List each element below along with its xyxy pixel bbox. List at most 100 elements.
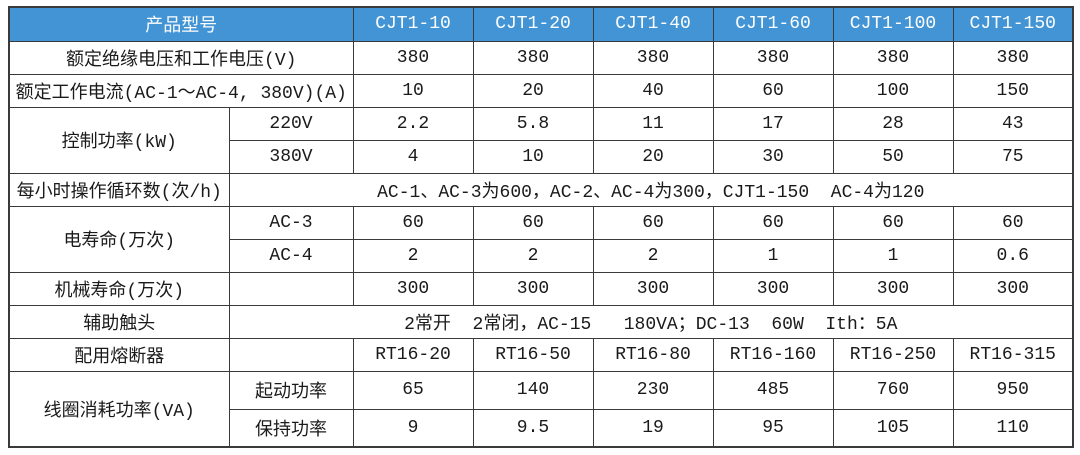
value-cell: 380 <box>712 40 834 75</box>
value-cell: RT16-20 <box>352 337 474 372</box>
value-cell: RT16-160 <box>712 337 834 372</box>
value-cell: 380 <box>832 40 954 75</box>
row-label-fuse: 配用熔断器 <box>8 337 230 372</box>
value-cell: 150 <box>952 73 1074 108</box>
value-cell: 30 <box>712 139 834 174</box>
sub-label-380v: 380V <box>228 139 354 174</box>
row-label-voltage: 额定绝缘电压和工作电压(V) <box>8 40 354 75</box>
value-cell: 2 <box>472 238 594 273</box>
row-cycles-per-hour: 每小时操作循环数(次/h) AC-1、AC-3为600，AC-2、AC-4为30… <box>8 172 1074 207</box>
value-cell: 380 <box>472 40 594 75</box>
value-cell: 60 <box>352 205 474 240</box>
value-cell: 60 <box>472 205 594 240</box>
value-cell: 65 <box>352 370 474 410</box>
model-column-header: CJT1-10 <box>352 6 474 42</box>
row-control-power-220v: 控制功率(kW) 220V 2.2 5.8 11 17 28 43 <box>8 106 1074 174</box>
value-cell: 10 <box>352 73 474 108</box>
row-coil-holding-power: 保持功率 9 9.5 19 95 105 110 <box>9 408 1074 448</box>
row-control-power-380v: 380V 4 10 20 30 50 75 <box>9 139 1074 174</box>
aux-contact-merged-value: 2常开 2常闭，AC-15 180VA；DC-13 60W Ith：5A <box>228 304 1074 339</box>
row-label-coil-power: 线圈消耗功率(VA) <box>8 370 230 448</box>
row-fuse: 配用熔断器 RT16-20 RT16-50 RT16-80 RT16-160 R… <box>8 337 1074 372</box>
value-cell: 11 <box>592 106 714 141</box>
model-column-header: CJT1-60 <box>712 6 834 42</box>
value-cell: 950 <box>952 370 1074 410</box>
value-cell: 50 <box>832 139 954 174</box>
empty-sub-cell <box>228 337 354 372</box>
value-cell: RT16-315 <box>952 337 1074 372</box>
value-cell: 380 <box>352 40 474 75</box>
value-cell: 9.5 <box>472 408 594 448</box>
model-column-header: CJT1-40 <box>592 6 714 42</box>
model-column-header: CJT1-20 <box>472 6 594 42</box>
value-cell: 300 <box>952 271 1074 306</box>
row-electrical-life-ac3: 电寿命(万次) AC-3 60 60 60 60 60 60 <box>8 205 1074 273</box>
row-aux-contact: 辅助触头 2常开 2常闭，AC-15 180VA；DC-13 60W Ith：5… <box>8 304 1074 339</box>
row-label-cycles: 每小时操作循环数(次/h) <box>8 172 230 207</box>
row-label-aux-contact: 辅助触头 <box>8 304 230 339</box>
product-model-header: 产品型号 <box>8 6 354 42</box>
header-row: 产品型号 CJT1-10 CJT1-20 CJT1-40 CJT1-60 CJT… <box>8 6 1074 42</box>
value-cell: 20 <box>592 139 714 174</box>
sub-label-starting-power: 起动功率 <box>228 370 354 410</box>
cycles-merged-value: AC-1、AC-3为600，AC-2、AC-4为300，CJT1-150 AC-… <box>228 172 1074 207</box>
sub-label-ac3: AC-3 <box>228 205 354 240</box>
value-cell: 2 <box>352 238 474 273</box>
value-cell: 60 <box>712 73 834 108</box>
sub-label-ac4: AC-4 <box>228 238 354 273</box>
value-cell: RT16-250 <box>832 337 954 372</box>
model-column-header: CJT1-100 <box>832 6 954 42</box>
sub-label-holding-power: 保持功率 <box>228 408 354 448</box>
value-cell: 300 <box>592 271 714 306</box>
row-label-current: 额定工作电流(AC-1～AC-4, 380V)(A) <box>8 73 354 108</box>
row-current: 额定工作电流(AC-1～AC-4, 380V)(A) 10 20 40 60 1… <box>8 73 1074 108</box>
value-cell: 485 <box>712 370 834 410</box>
value-cell: 60 <box>832 205 954 240</box>
value-cell: 105 <box>832 408 954 448</box>
value-cell: 9 <box>352 408 474 448</box>
value-cell: 230 <box>592 370 714 410</box>
row-voltage: 额定绝缘电压和工作电压(V) 380 380 380 380 380 380 <box>8 40 1074 75</box>
value-cell: 0.6 <box>952 238 1074 273</box>
value-cell: 10 <box>472 139 594 174</box>
value-cell: 300 <box>832 271 954 306</box>
row-label-mechanical-life: 机械寿命(万次) <box>8 271 230 306</box>
value-cell: 19 <box>592 408 714 448</box>
model-column-header: CJT1-150 <box>952 6 1074 42</box>
value-cell: 380 <box>592 40 714 75</box>
value-cell: RT16-80 <box>592 337 714 372</box>
value-cell: 760 <box>832 370 954 410</box>
value-cell: 380 <box>952 40 1074 75</box>
row-label-control-power: 控制功率(kW) <box>8 106 230 174</box>
page: { "theme": { "header_bg": "#4294d4", "he… <box>0 6 1080 455</box>
value-cell: 1 <box>832 238 954 273</box>
value-cell: 2 <box>592 238 714 273</box>
value-cell: 2.2 <box>352 106 474 141</box>
value-cell: RT16-50 <box>472 337 594 372</box>
value-cell: 140 <box>472 370 594 410</box>
value-cell: 300 <box>712 271 834 306</box>
value-cell: 110 <box>952 408 1074 448</box>
value-cell: 60 <box>712 205 834 240</box>
empty-sub-cell <box>228 271 354 306</box>
value-cell: 95 <box>712 408 834 448</box>
row-electrical-life-ac4: AC-4 2 2 2 1 1 0.6 <box>9 238 1074 273</box>
row-mechanical-life: 机械寿命(万次) 300 300 300 300 300 300 <box>8 271 1074 306</box>
row-label-electrical-life: 电寿命(万次) <box>8 205 230 273</box>
value-cell: 100 <box>832 73 954 108</box>
row-coil-starting-power: 线圈消耗功率(VA) 起动功率 65 140 230 485 760 950 <box>8 370 1074 448</box>
value-cell: 1 <box>712 238 834 273</box>
value-cell: 60 <box>592 205 714 240</box>
value-cell: 40 <box>592 73 714 108</box>
value-cell: 75 <box>952 139 1074 174</box>
value-cell: 300 <box>472 271 594 306</box>
value-cell: 4 <box>352 139 474 174</box>
sub-label-220v: 220V <box>228 106 354 141</box>
value-cell: 17 <box>712 106 834 141</box>
value-cell: 5.8 <box>472 106 594 141</box>
spec-table: 产品型号 CJT1-10 CJT1-20 CJT1-40 CJT1-60 CJT… <box>8 6 1074 448</box>
value-cell: 20 <box>472 73 594 108</box>
value-cell: 300 <box>352 271 474 306</box>
value-cell: 28 <box>832 106 954 141</box>
value-cell: 60 <box>952 205 1074 240</box>
